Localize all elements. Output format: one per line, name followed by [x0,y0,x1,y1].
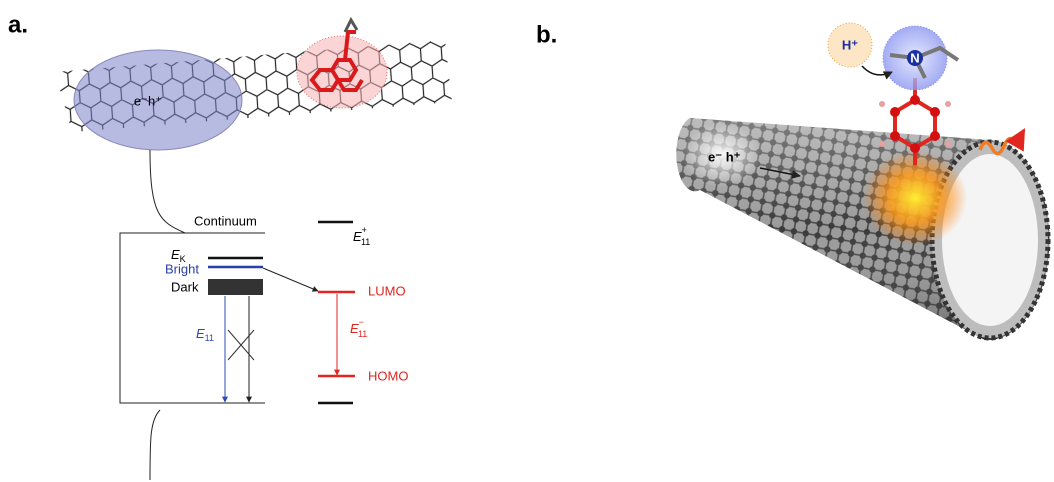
e11-label: E11 [196,326,214,343]
symbol: E [353,229,362,244]
dos-curve [149,149,186,234]
nitrogen-label: N [910,50,919,65]
proton-cloud [827,22,873,68]
superscript: − [359,317,364,327]
arrow [861,65,893,80]
dark-band [208,279,263,295]
nitrogen-atom [907,50,923,66]
continuum-label: Continuum [194,213,257,228]
subscript: 11 [361,237,370,247]
proton-label: H⁺ [842,37,858,52]
exciton-label: e⁻h⁺ [134,93,162,108]
ek-label: EK [171,247,186,264]
lumo-label: LUMO [368,283,406,298]
homo-label: HOMO [368,368,408,383]
panel-label: a. [8,11,28,38]
nanotube-3d [676,118,1051,341]
exciton-cloud [73,49,243,151]
photon-wave [978,128,1026,156]
forbidden-cross [227,329,255,361]
dark-label: Dark [171,279,199,294]
panel-label: b. [536,21,557,48]
symbol: E [171,247,180,262]
e11-minus-label: E− 11 [350,317,367,339]
bright-label: Bright [165,261,199,276]
symbol: E [196,326,205,341]
arrow [262,267,319,292]
arrow [759,167,801,179]
subscript: 11 [205,333,214,343]
dos-curve [149,409,161,481]
band-box [119,232,265,404]
e11-plus-label: E+ 11 [353,225,370,247]
subscript: K [180,254,186,264]
superscript: + [362,225,367,235]
exciton-label: e⁻ h⁺ [708,149,741,164]
subscript: 11 [358,329,367,339]
symbol: E [350,321,359,336]
dopant-molecule [296,16,388,109]
